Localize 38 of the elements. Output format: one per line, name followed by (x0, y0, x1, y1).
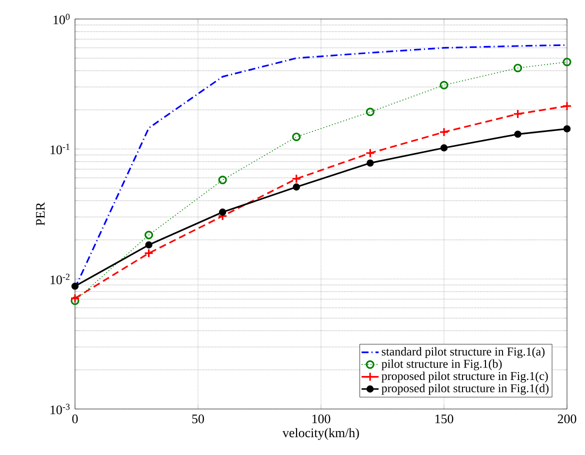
y-tick-label: 10$^{-2}$ (50, 274, 70, 284)
legend-label: proposed pilot structure in Fig.1(c) (382, 372, 548, 383)
x-tick-label: 200 (558, 414, 576, 424)
point (514, 64, 522, 72)
point (144, 248, 154, 258)
point (70, 296, 80, 306)
point (71, 282, 79, 290)
x-tick-label: 0 (72, 414, 78, 424)
point (70, 294, 80, 304)
point (440, 80, 448, 90)
point (366, 108, 374, 116)
point (145, 241, 152, 248)
point (440, 144, 448, 152)
y-tick-label: 10$^{-1}$ (50, 144, 70, 154)
legend-label: standard pilot structure in Fig.1(a) (382, 347, 545, 358)
y-axis-title: PER (36, 202, 45, 226)
point (562, 101, 572, 111)
point (513, 109, 523, 119)
point (439, 127, 449, 137)
point (366, 159, 374, 167)
point (144, 230, 154, 240)
point (218, 176, 227, 184)
x-tick-label: 50 (192, 414, 204, 424)
x-axis-title: velocity(km/h) (282, 428, 359, 440)
point (563, 125, 571, 132)
x-tick-label: 100 (312, 414, 330, 424)
x-tick-label: 150 (435, 414, 454, 424)
legend-label: proposed pilot structure in Fig.1(d) (382, 384, 549, 395)
point (365, 148, 375, 158)
point (514, 130, 522, 138)
legend-label: pilot structure in Fig.1(b) (382, 359, 502, 370)
point (292, 174, 302, 184)
point (219, 208, 226, 216)
point (292, 183, 300, 191)
point (562, 58, 572, 66)
point (292, 132, 301, 142)
y-tick-label: 10$^{-3}$ (50, 404, 70, 414)
y-tick-label: 10$^{0}$ (54, 14, 70, 24)
